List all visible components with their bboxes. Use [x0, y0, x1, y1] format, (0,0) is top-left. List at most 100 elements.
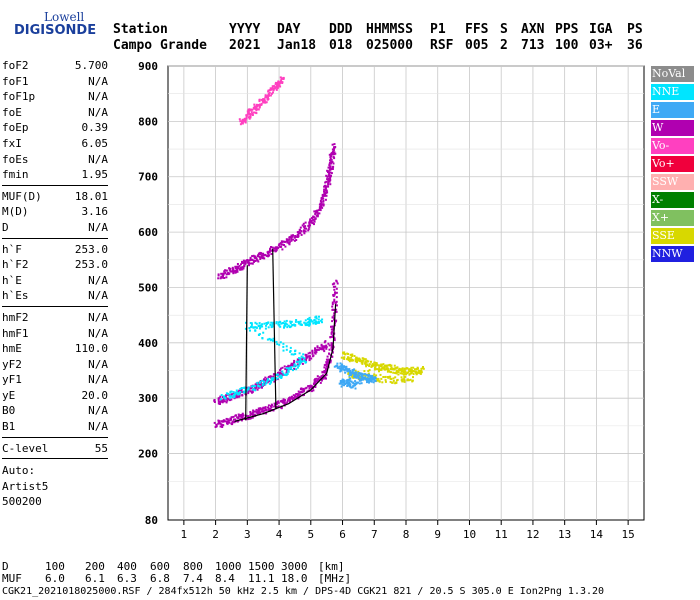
trace-point — [373, 377, 376, 380]
trace-point — [331, 150, 334, 153]
trace-point — [230, 398, 233, 401]
trace-point — [313, 321, 316, 324]
trace-point — [353, 371, 356, 374]
trace-point — [359, 358, 362, 361]
trace-point — [293, 363, 296, 366]
trace-point — [350, 380, 353, 383]
trace-point — [262, 406, 265, 409]
trace-point — [380, 363, 383, 366]
trace-point — [249, 108, 252, 111]
trace-point — [325, 377, 327, 380]
trace-point — [314, 351, 317, 354]
trace-point — [313, 210, 316, 213]
header-label: PS — [627, 22, 643, 37]
trace-point — [287, 398, 290, 401]
autoscale-line: Auto: — [2, 464, 36, 478]
param-row: hmF1 N/A — [2, 326, 110, 342]
trace-point — [341, 363, 344, 366]
trace-point — [293, 397, 296, 400]
trace-point — [221, 276, 224, 279]
trace-point — [343, 353, 346, 355]
trace-point — [215, 423, 218, 426]
trace-point — [415, 373, 418, 376]
trace-point — [310, 357, 313, 360]
trace-point — [261, 323, 264, 326]
trace-point — [259, 385, 261, 388]
trace-point — [281, 370, 284, 373]
trace-point — [331, 305, 334, 308]
trace-point — [292, 234, 294, 237]
separator — [2, 436, 108, 438]
trace-point — [422, 367, 425, 370]
trace-point — [284, 402, 287, 405]
trace-point — [235, 389, 238, 392]
trace-point — [283, 365, 286, 368]
param-label: h`F2 — [2, 258, 29, 272]
trace-point — [308, 220, 311, 223]
trace-point — [313, 319, 316, 322]
trace-point — [242, 261, 245, 264]
trace-point — [229, 267, 232, 270]
x-tick-label: 6 — [339, 528, 346, 541]
param-row: M(D) 3.16 — [2, 204, 110, 220]
trace-point — [318, 321, 321, 324]
header-label: P1 — [430, 22, 446, 37]
param-label: hmF1 — [2, 326, 29, 340]
trace-point — [338, 365, 341, 368]
trace-point — [416, 371, 419, 374]
trace-point — [335, 291, 338, 294]
trace-point — [326, 359, 329, 362]
param-value: N/A — [88, 90, 108, 104]
header-label: S — [500, 22, 508, 37]
trace-point — [408, 369, 411, 372]
trace-point — [279, 325, 282, 328]
trace-point — [302, 356, 305, 359]
y-tick-label: 200 — [138, 448, 158, 461]
trace-point — [265, 382, 268, 385]
trace-point — [326, 175, 329, 178]
trace-point — [411, 380, 414, 383]
trace-point — [322, 199, 325, 202]
trace-point — [323, 345, 326, 348]
trace-point — [251, 413, 254, 415]
trace-point — [277, 405, 280, 408]
trace-point — [315, 214, 318, 217]
y-tick-label: 500 — [138, 281, 158, 294]
trace-point — [325, 374, 328, 376]
trace-point — [351, 375, 354, 378]
trace-point — [288, 238, 291, 241]
trace-point — [302, 230, 305, 233]
trace-point — [318, 206, 321, 209]
trace-point — [360, 359, 363, 362]
trace-point — [375, 374, 378, 377]
trace-point — [322, 374, 324, 377]
trace-point — [303, 321, 306, 324]
header-label: DAY — [277, 22, 301, 37]
trace-point — [320, 201, 323, 204]
trace-point — [284, 322, 287, 325]
trace-point — [350, 356, 353, 359]
trace-point — [267, 379, 270, 382]
trace-point — [277, 244, 280, 247]
trace-point — [217, 277, 220, 280]
trace-point — [331, 355, 334, 358]
trace-point — [295, 239, 298, 241]
trace-point — [270, 326, 273, 329]
trace-point — [268, 337, 271, 340]
trace-point — [256, 105, 259, 108]
trace-point — [275, 249, 278, 252]
trace-point — [340, 356, 343, 359]
trace-point — [357, 370, 360, 373]
trace-point — [251, 114, 254, 116]
trace-point — [330, 325, 333, 328]
trace-point — [397, 373, 400, 376]
trace-point — [329, 361, 332, 364]
trace-point — [364, 360, 367, 363]
trace-point — [284, 245, 287, 248]
trace-point — [255, 386, 258, 389]
trace-point — [332, 156, 335, 159]
trace-point — [279, 242, 282, 245]
trace-point — [272, 375, 275, 378]
trace-point — [244, 121, 247, 124]
legend-item: NNW — [651, 246, 694, 262]
